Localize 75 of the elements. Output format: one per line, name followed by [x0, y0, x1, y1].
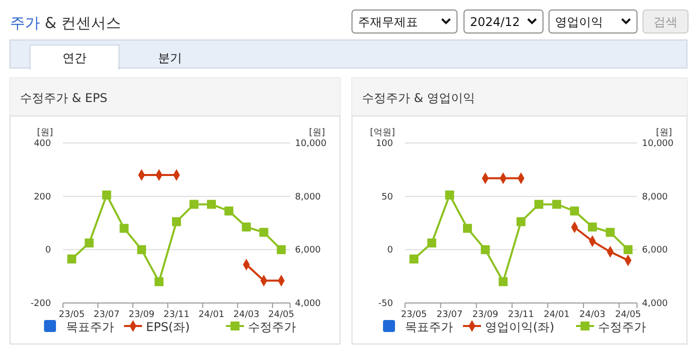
point — [259, 228, 268, 237]
x-tick-label: 23/07 — [94, 310, 120, 320]
point — [189, 200, 198, 209]
x-tick-label: 23/11 — [508, 310, 534, 320]
y-axis-title: [억원] — [370, 128, 395, 138]
y2-tick-label: 4,000 — [295, 299, 322, 309]
text: 분기 — [158, 51, 182, 65]
point — [480, 245, 490, 254]
legend-label: 수정주가 — [248, 320, 296, 334]
point — [462, 224, 472, 233]
point — [84, 238, 94, 248]
point — [427, 238, 436, 248]
text: 주재무제표 — [358, 15, 418, 29]
y-tick-label: 50 — [382, 192, 394, 202]
point — [534, 200, 544, 209]
x-tick-label: 24/01 — [198, 310, 224, 320]
point — [206, 200, 216, 209]
y-tick-label: 400 — [34, 139, 52, 149]
point — [224, 206, 234, 216]
x-tick-label: 23/05 — [400, 310, 427, 320]
text: 주가 & 컨센서스 — [10, 14, 122, 32]
x-tick-label: 23/05 — [58, 310, 85, 320]
legend-label: 수정주가 — [598, 320, 646, 334]
y2-tick-label: 6,000 — [295, 246, 322, 256]
x-tick-label: 24/03 — [579, 310, 606, 320]
point — [570, 206, 580, 216]
point — [137, 245, 146, 254]
legend-label: 목표주가 — [405, 320, 453, 334]
point — [624, 245, 633, 254]
y-tick-label: 100 — [376, 139, 394, 149]
point — [276, 245, 286, 254]
y2-tick-label: 10,000 — [295, 139, 327, 149]
point — [120, 224, 129, 233]
text: 연간 — [62, 51, 86, 65]
text: 검색 — [654, 15, 678, 29]
point — [409, 254, 418, 264]
x-tick-label: 23/09 — [472, 310, 499, 320]
y2-tick-label: 8,000 — [295, 192, 322, 202]
x-tick-label: 23/07 — [436, 310, 463, 320]
point — [606, 228, 615, 237]
y-tick-label: 200 — [34, 192, 52, 202]
point — [516, 217, 526, 226]
point — [172, 217, 181, 226]
point — [154, 277, 164, 286]
y2-tick-label: 10,000 — [642, 139, 674, 149]
x-tick-label: 24/05 — [268, 310, 294, 320]
y-tick-label: 0 — [45, 246, 52, 256]
y2-axis-title: [원] — [656, 128, 672, 138]
point — [498, 277, 508, 286]
legend-label: 목표주가 — [66, 320, 114, 334]
point — [242, 222, 251, 232]
point — [588, 222, 597, 232]
x-tick-label: 24/05 — [615, 310, 642, 320]
y2-tick-label: 8,000 — [642, 192, 668, 202]
legend-label: EPS(좌) — [146, 320, 190, 334]
y-tick-label: -50 — [378, 299, 394, 309]
y-axis-title: [원] — [36, 128, 53, 138]
point — [102, 190, 112, 200]
y2-tick-label: 4,000 — [642, 299, 668, 309]
text: 2024/12 — [470, 15, 520, 29]
x-tick-label: 23/09 — [128, 310, 155, 320]
text: 영업이익 — [555, 15, 603, 29]
point — [67, 254, 76, 264]
y-tick-label: -200 — [30, 299, 52, 309]
legend-label: 영업이익(좌) — [485, 320, 554, 334]
x-tick-label: 24/01 — [544, 310, 570, 320]
chart-title: 수정주가 & EPS — [20, 91, 108, 105]
point — [552, 200, 562, 209]
y-tick-label: 0 — [387, 246, 394, 256]
y2-axis-title: [원] — [308, 128, 325, 138]
y2-tick-label: 6,000 — [642, 246, 668, 256]
x-tick-label: 23/11 — [164, 310, 190, 320]
x-tick-label: 24/03 — [233, 310, 260, 320]
point — [445, 190, 454, 200]
chart-title: 수정주가 & 영업이익 — [362, 91, 475, 105]
